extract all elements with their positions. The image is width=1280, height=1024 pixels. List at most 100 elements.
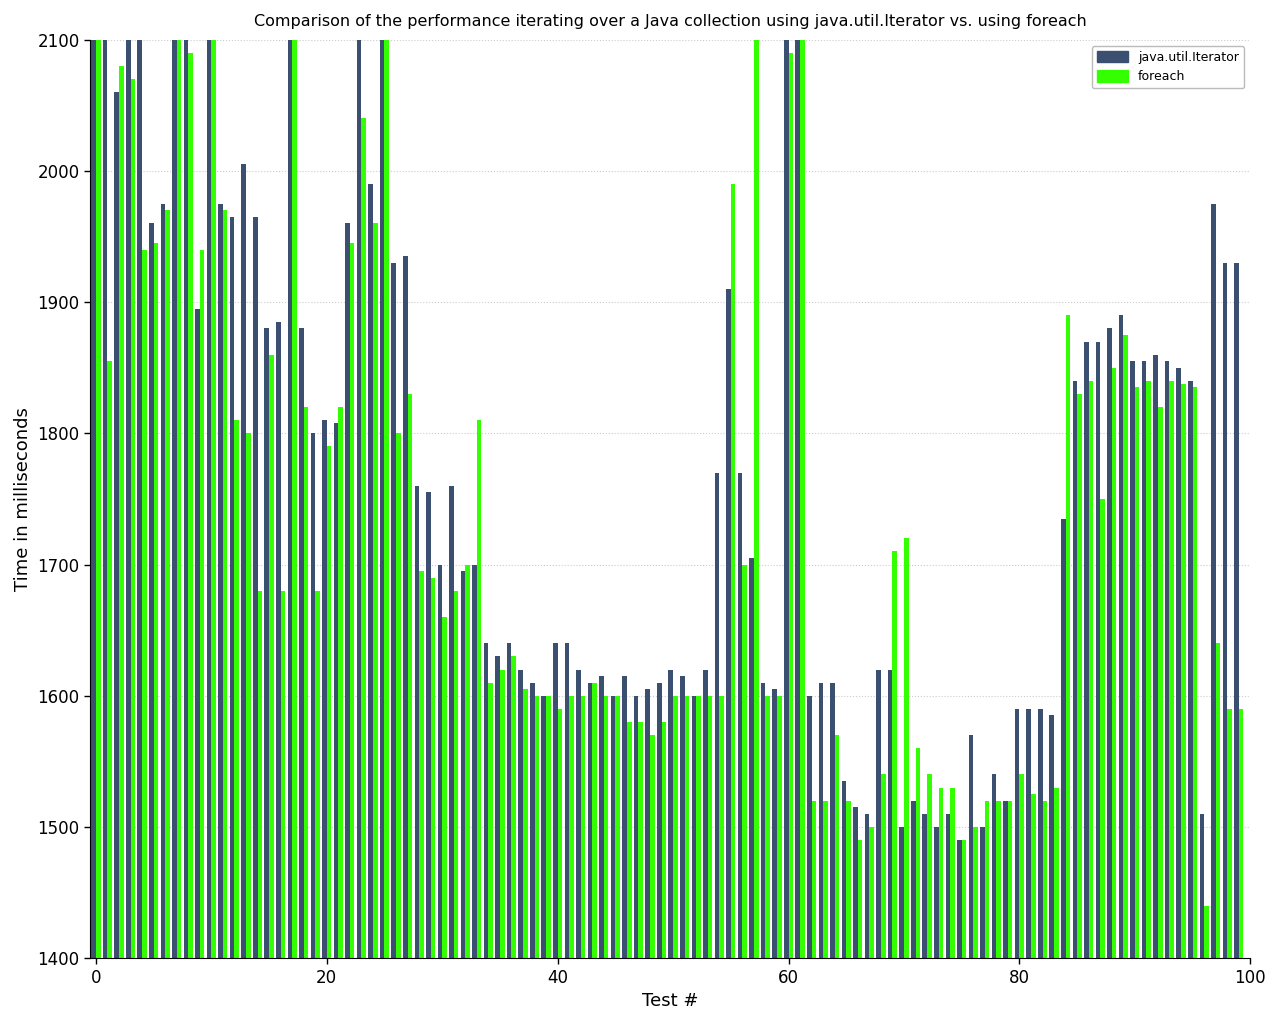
Bar	[622, 676, 627, 958]
Bar	[992, 774, 996, 958]
Bar	[570, 695, 573, 958]
Bar	[246, 433, 251, 958]
Bar	[1188, 381, 1193, 958]
Bar	[392, 263, 396, 958]
Bar	[442, 617, 447, 958]
Bar	[357, 40, 361, 958]
Bar	[369, 184, 372, 958]
Bar	[934, 827, 938, 958]
Bar	[980, 827, 984, 958]
Bar	[125, 40, 131, 958]
Bar	[950, 787, 955, 958]
Bar	[696, 695, 700, 958]
Bar	[662, 722, 666, 958]
Bar	[1073, 381, 1078, 958]
Bar	[1124, 335, 1128, 958]
Bar	[426, 493, 430, 958]
Bar	[1004, 801, 1007, 958]
Bar	[1216, 643, 1220, 958]
Bar	[831, 683, 835, 958]
Bar	[588, 683, 593, 958]
Bar	[881, 774, 886, 958]
Bar	[788, 53, 794, 958]
Bar	[326, 446, 332, 958]
Bar	[461, 571, 466, 958]
Bar	[535, 695, 539, 958]
Bar	[650, 735, 654, 958]
Bar	[108, 361, 113, 958]
Bar	[749, 558, 754, 958]
Bar	[806, 695, 812, 958]
Bar	[472, 564, 477, 958]
Bar	[96, 40, 101, 958]
Bar	[1193, 387, 1197, 958]
Bar	[558, 709, 562, 958]
Bar	[754, 40, 759, 958]
Bar	[1107, 329, 1112, 958]
Bar	[119, 66, 124, 958]
Bar	[812, 801, 817, 958]
Bar	[877, 670, 881, 958]
Bar	[524, 689, 527, 958]
Bar	[938, 787, 943, 958]
Bar	[338, 408, 343, 958]
Bar	[265, 329, 269, 958]
Bar	[223, 210, 228, 958]
Bar	[634, 695, 639, 958]
Bar	[1135, 387, 1139, 958]
Bar	[303, 408, 308, 958]
Bar	[160, 204, 165, 958]
Bar	[234, 420, 239, 958]
Bar	[1019, 774, 1024, 958]
Bar	[1007, 801, 1012, 958]
Bar	[1142, 361, 1147, 958]
Bar	[772, 689, 777, 958]
Bar	[865, 814, 869, 958]
Bar	[1096, 342, 1101, 958]
Bar	[200, 250, 205, 958]
Bar	[1065, 315, 1070, 958]
Bar	[334, 423, 338, 958]
Bar	[242, 165, 246, 958]
Bar	[1084, 342, 1089, 958]
Bar	[500, 670, 504, 958]
Bar	[131, 79, 136, 958]
Bar	[466, 564, 470, 958]
Bar	[854, 807, 858, 958]
Bar	[835, 735, 840, 958]
Bar	[900, 827, 904, 958]
Bar	[765, 695, 771, 958]
Bar	[315, 591, 320, 958]
Bar	[211, 40, 216, 958]
Bar	[384, 40, 389, 958]
Bar	[449, 485, 453, 958]
Bar	[1042, 801, 1047, 958]
Bar	[172, 40, 177, 958]
Bar	[1158, 408, 1162, 958]
Bar	[777, 695, 782, 958]
Bar	[183, 40, 188, 958]
Bar	[407, 394, 412, 958]
Bar	[361, 119, 366, 958]
Bar	[1204, 905, 1208, 958]
Bar	[604, 695, 608, 958]
Bar	[627, 722, 631, 958]
Bar	[760, 683, 765, 958]
Bar	[1147, 381, 1151, 958]
Bar	[1119, 315, 1124, 958]
Bar	[257, 591, 262, 958]
Bar	[1112, 368, 1116, 958]
Bar	[1130, 361, 1135, 958]
Bar	[783, 40, 788, 958]
Bar	[137, 40, 142, 958]
Bar	[923, 814, 927, 958]
Bar	[685, 695, 689, 958]
Bar	[961, 840, 966, 958]
Bar	[564, 643, 570, 958]
Bar	[530, 683, 535, 958]
Bar	[1199, 814, 1204, 958]
Bar	[349, 243, 355, 958]
Bar	[346, 223, 349, 958]
Bar	[957, 840, 961, 958]
Bar	[703, 670, 708, 958]
